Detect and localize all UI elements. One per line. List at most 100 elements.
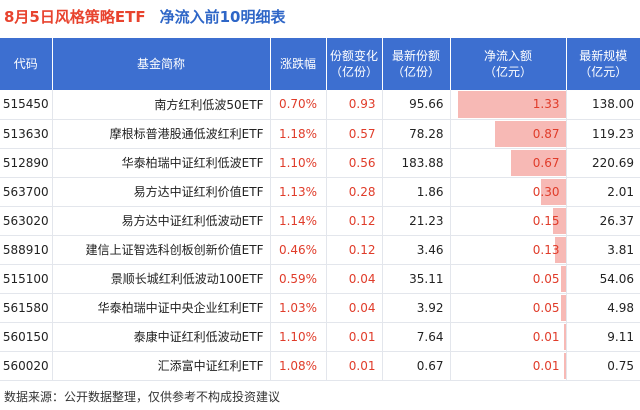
net-inflow-bar <box>457 91 565 118</box>
share-change-cell: 0.28 <box>326 177 383 207</box>
table-row: 513630 摩根标普港股通低波红利ETF 1.18% 0.57 78.28 0.87 11… <box>0 119 640 149</box>
net-inflow-bar <box>561 265 565 292</box>
net-inflow-value: 0.30 <box>532 184 560 199</box>
fund-code-cell: 560150 <box>0 322 53 352</box>
col-latest-share-header: 最新份额 （亿份） <box>382 38 451 90</box>
table-row: 560150 泰康中证红利低波动ETF 1.10% 0.01 7.64 0.01 9.11 <box>0 322 640 352</box>
price-change-cell: 1.13% <box>270 177 327 207</box>
table-row: 512890 华泰柏瑞中证红利低波ETF 1.10% 0.56 183.88 0.67 22… <box>0 148 640 178</box>
fund-name-cell: 华泰柏瑞中证中央企业红利ETF <box>52 293 271 323</box>
share-change-cell: 0.12 <box>326 235 383 265</box>
fund-code-cell: 563700 <box>0 177 53 207</box>
share-change-cell: 0.01 <box>326 322 383 352</box>
net-inflow-value: 0.01 <box>532 329 560 344</box>
net-inflow-bar <box>553 207 565 234</box>
net-inflow-value: 0.05 <box>532 271 560 286</box>
net-inflow-value: 1.33 <box>532 97 560 112</box>
etf-table: 代码 基金简称 涨跌幅 份额变化 （亿份） 最新份额 （亿份） 净流入额 （亿元） 最新规模 （亿元… <box>0 38 640 381</box>
share-change-cell: 0.93 <box>326 90 383 120</box>
price-change-cell: 1.08% <box>270 351 327 381</box>
price-change-cell: 1.03% <box>270 293 327 323</box>
latest-scale-cell: 26.37 <box>566 206 640 236</box>
net-inflow-value: 0.15 <box>532 213 560 228</box>
latest-scale-cell: 0.75 <box>566 351 640 381</box>
net-inflow-value: 0.67 <box>532 155 560 170</box>
page-title: 8月5日风格策略ETF <box>4 7 146 26</box>
net-inflow-bar <box>541 178 565 205</box>
net-inflow-cell: 0.01 <box>450 322 567 352</box>
fund-name-cell: 易方达中证红利低波动ETF <box>52 206 271 236</box>
net-inflow-cell: 0.87 <box>450 119 567 149</box>
share-change-cell: 0.04 <box>326 264 383 294</box>
fund-name-cell: 华泰柏瑞中证红利低波ETF <box>52 148 271 178</box>
latest-scale-cell: 4.98 <box>566 293 640 323</box>
title-bar: 8月5日风格策略ETF 净流入前10明细表 <box>0 0 640 32</box>
latest-scale-cell: 138.00 <box>566 90 640 120</box>
table-row: 561580 华泰柏瑞中证中央企业红利ETF 1.03% 0.04 3.92 0.05 4.… <box>0 293 640 323</box>
net-inflow-value: 0.05 <box>532 300 560 315</box>
net-inflow-cell: 0.15 <box>450 206 567 236</box>
net-inflow-cell: 0.30 <box>450 177 567 207</box>
fund-name-cell: 泰康中证红利低波动ETF <box>52 322 271 352</box>
net-inflow-bar <box>563 352 565 379</box>
latest-share-cell: 1.86 <box>382 177 451 207</box>
share-change-cell: 0.01 <box>326 351 383 381</box>
table-row: 515100 景顺长城红利低波动100ETF 0.59% 0.04 35.11 0.05 5… <box>0 264 640 294</box>
fund-code-cell: 513630 <box>0 119 53 149</box>
col-name-header: 基金简称 <box>52 38 271 90</box>
latest-share-cell: 183.88 <box>382 148 451 178</box>
table-row: 588910 建信上证智选科创板创新价值ETF 0.46% 0.12 3.46 0.13 3… <box>0 235 640 265</box>
fund-code-cell: 563020 <box>0 206 53 236</box>
net-inflow-bar <box>511 149 565 176</box>
latest-share-cell: 21.23 <box>382 206 451 236</box>
net-inflow-cell: 0.05 <box>450 264 567 294</box>
price-change-cell: 0.70% <box>270 90 327 120</box>
latest-share-cell: 3.92 <box>382 293 451 323</box>
share-change-cell: 0.57 <box>326 119 383 149</box>
fund-code-cell: 512890 <box>0 148 53 178</box>
table-row: 515450 南方红利低波50ETF 0.70% 0.93 95.66 1.33 138.0… <box>0 90 640 120</box>
net-inflow-cell: 0.01 <box>450 351 567 381</box>
fund-code-cell: 515100 <box>0 264 53 294</box>
price-change-cell: 1.10% <box>270 148 327 178</box>
table-row: 560020 汇添富中证红利ETF 1.08% 0.01 0.67 0.01 0.75 <box>0 351 640 381</box>
col-share-change-header: 份额变化 （亿份） <box>326 38 383 90</box>
latest-share-cell: 95.66 <box>382 90 451 120</box>
col-code-header: 代码 <box>0 38 53 90</box>
net-inflow-bar <box>494 120 565 147</box>
net-inflow-cell: 0.05 <box>450 293 567 323</box>
fund-code-cell: 588910 <box>0 235 53 265</box>
share-change-cell: 0.56 <box>326 148 383 178</box>
table-header-row: 代码 基金简称 涨跌幅 份额变化 （亿份） 最新份额 （亿份） 净流入额 （亿元） 最新规模 （亿元… <box>0 38 640 90</box>
latest-share-cell: 7.64 <box>382 322 451 352</box>
col-pct-header: 涨跌幅 <box>270 38 327 90</box>
data-source-note: 数据来源：公开数据整理，仅供参考不构成投资建议 <box>4 390 281 404</box>
fund-code-cell: 561580 <box>0 293 53 323</box>
table-row: 563700 易方达中证红利价值ETF 1.13% 0.28 1.86 0.30 2.01 <box>0 177 640 207</box>
col-latest-scale-header: 最新规模 （亿元） <box>566 38 640 90</box>
share-change-cell: 0.12 <box>326 206 383 236</box>
price-change-cell: 1.14% <box>270 206 327 236</box>
latest-scale-cell: 54.06 <box>566 264 640 294</box>
fund-name-cell: 南方红利低波50ETF <box>52 90 271 120</box>
latest-scale-cell: 119.23 <box>566 119 640 149</box>
net-inflow-cell: 0.13 <box>450 235 567 265</box>
latest-scale-cell: 9.11 <box>566 322 640 352</box>
latest-scale-cell: 3.81 <box>566 235 640 265</box>
fund-name-cell: 建信上证智选科创板创新价值ETF <box>52 235 271 265</box>
net-inflow-bar <box>554 236 565 263</box>
net-inflow-bar <box>561 294 565 321</box>
page-subtitle: 净流入前10明细表 <box>159 7 286 26</box>
price-change-cell: 0.46% <box>270 235 327 265</box>
price-change-cell: 1.10% <box>270 322 327 352</box>
price-change-cell: 1.18% <box>270 119 327 149</box>
fund-name-cell: 易方达中证红利价值ETF <box>52 177 271 207</box>
latest-share-cell: 0.67 <box>382 351 451 381</box>
price-change-cell: 0.59% <box>270 264 327 294</box>
fund-name-cell: 景顺长城红利低波动100ETF <box>52 264 271 294</box>
fund-name-cell: 摩根标普港股通低波红利ETF <box>52 119 271 149</box>
col-net-inflow-header: 净流入额 （亿元） <box>450 38 567 90</box>
fund-name-cell: 汇添富中证红利ETF <box>52 351 271 381</box>
table-row: 563020 易方达中证红利低波动ETF 1.14% 0.12 21.23 0.15 26.… <box>0 206 640 236</box>
fund-code-cell: 515450 <box>0 90 53 120</box>
